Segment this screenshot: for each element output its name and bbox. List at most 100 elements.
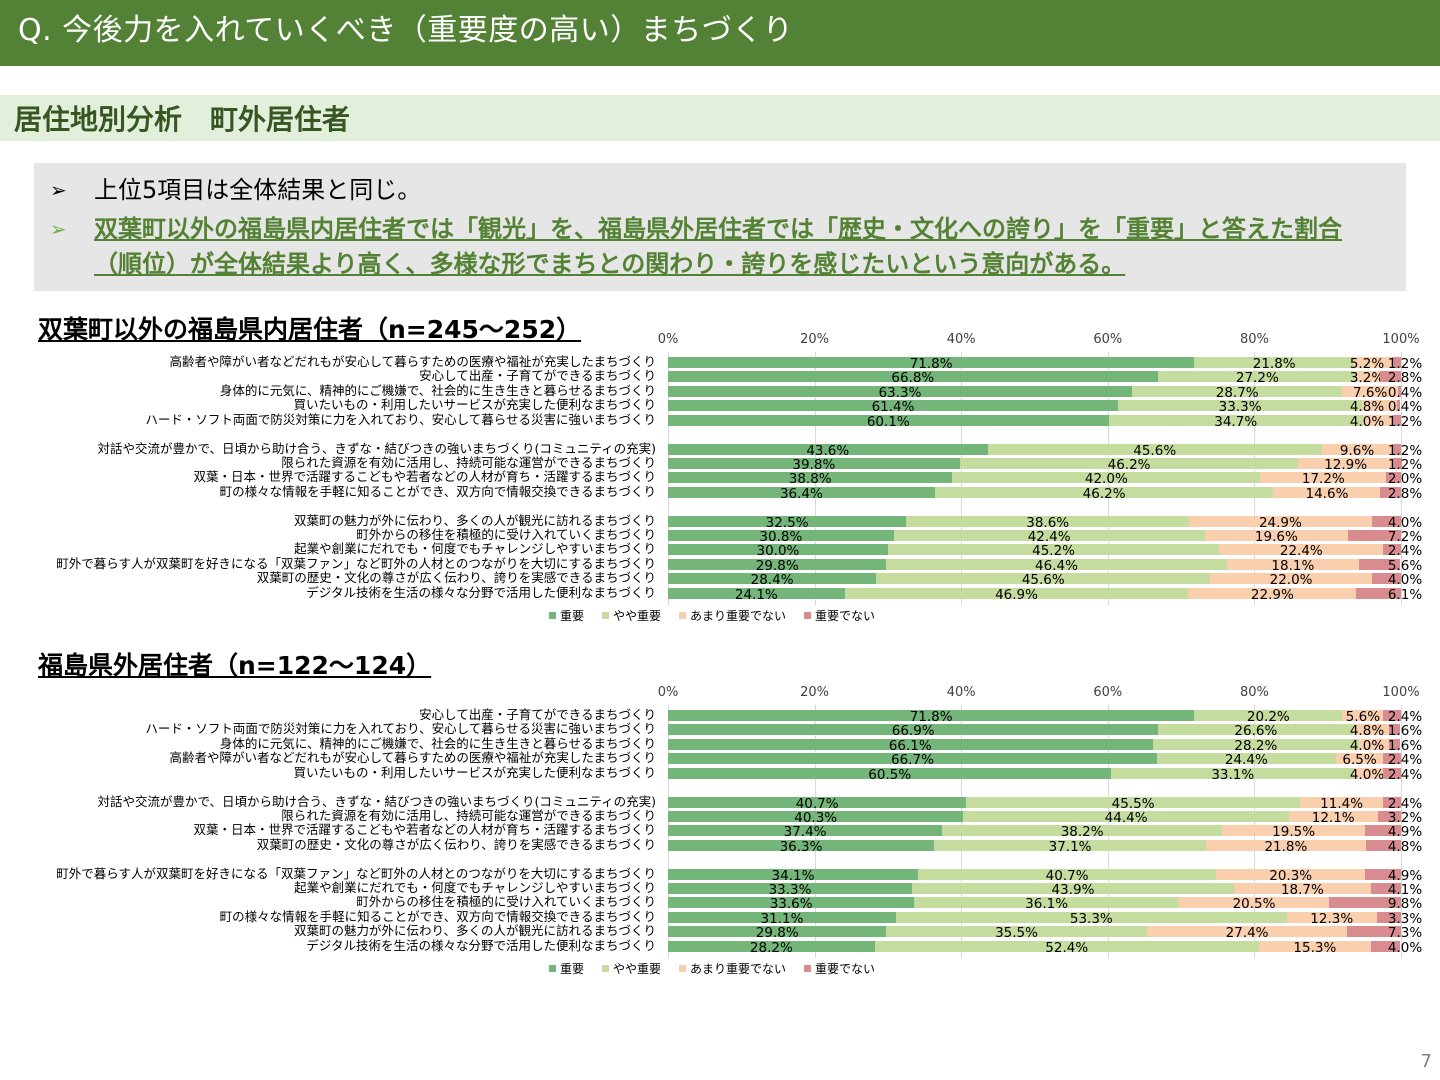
bar-segment-not-very-important (1342, 385, 1399, 397)
category-label: 高齢者や障がい者などだれもが安心して暮らすための医療や福祉が充実したまちづくり (169, 354, 656, 369)
bar-segment-not-very-important (1260, 472, 1387, 484)
bar-segment-important (668, 587, 845, 599)
legend-item: やや重要 (602, 960, 661, 977)
question-header: Q. 今後力を入れていくべき（重要度の高い）まちづくり (0, 0, 1440, 66)
data-label: 21.8% (1264, 838, 1308, 855)
chart-legend: 重要 やや重要 あまり重要でない 重要でない (549, 607, 875, 624)
bar-segment-somewhat-important (963, 810, 1289, 822)
legend-swatch-somewhat-important (602, 612, 610, 619)
data-label: 5.2% (1349, 356, 1385, 372)
bar-segment-not-very-important (1233, 883, 1371, 894)
data-label: 4.0% (1349, 737, 1385, 754)
bar-segment-important (668, 472, 953, 484)
bar-segment-not-important (1386, 472, 1401, 484)
summary-text: 上位5項目は全体結果と同じ。 (94, 176, 422, 204)
gridline (1401, 705, 1402, 958)
bar-segment-somewhat-important (942, 825, 1223, 837)
data-label: 20.3% (1269, 867, 1313, 884)
legend-label: やや重要 (613, 609, 662, 623)
bar-segment-important (668, 767, 1112, 779)
data-label: 24.1% (734, 586, 778, 603)
bar-segment-important (668, 825, 943, 837)
bar-segment-somewhat-important (887, 544, 1220, 556)
bar-segment-important (668, 738, 1153, 750)
bar-segment-not-important (1365, 839, 1401, 851)
gridline (1401, 352, 1402, 605)
data-label: 35.5% (995, 925, 1038, 942)
data-label: 45.2% (1032, 543, 1075, 560)
data-label: 7.3% (1387, 925, 1423, 942)
data-label: 4.0% (1387, 939, 1423, 956)
bar-segment-not-very-important (1298, 457, 1393, 469)
bar-segment-important (668, 911, 896, 923)
bar-segment-not-important (1388, 724, 1401, 736)
bar-segment-not-important (1383, 710, 1401, 721)
bar-segment-important (668, 457, 960, 469)
bar-segment-important (668, 753, 1157, 765)
data-label: 53.3% (1069, 910, 1113, 927)
data-label: 11.4% (1320, 795, 1364, 812)
x-tick-label: 0% (657, 685, 679, 700)
bar-segment-important (668, 414, 1109, 426)
bar-segment-somewhat-important (912, 883, 1234, 894)
data-label: 34.1% (771, 867, 815, 884)
x-tick-label: 100% (1382, 685, 1420, 700)
data-label: 46.2% (1082, 485, 1126, 502)
bar-segment-not-very-important (1299, 796, 1384, 808)
legend-swatch-important (549, 965, 556, 972)
category-label: ハード・ソフト両面で防災対策に力を入れており、安心して暮らせる災害に強いまちづく… (145, 721, 656, 737)
bar-segment-not-very-important (1273, 486, 1381, 498)
bar-segment-not-important (1392, 457, 1402, 469)
bar-segment-somewhat-important (934, 486, 1274, 498)
data-label: 28.7% (1215, 384, 1259, 401)
bar-segment-not-important (1370, 883, 1401, 894)
bar-segment-important (668, 839, 935, 851)
bar-segment-important (668, 724, 1159, 736)
data-label: 4.8% (1349, 399, 1385, 416)
data-label: 1.2% (1387, 356, 1423, 372)
data-label: 4.0% (1387, 572, 1423, 589)
bar-segment-not-important (1370, 940, 1401, 952)
bar-segment-not-important (1392, 443, 1401, 455)
data-label: 3.3% (1387, 910, 1423, 927)
data-label: 1.2% (1387, 456, 1423, 473)
bar-segment-not-very-important (1204, 530, 1349, 541)
data-label: 46.2% (1107, 456, 1151, 473)
bar-segment-important (668, 868, 918, 880)
bar-segment-somewhat-important (1156, 753, 1336, 765)
bar-segment-not-important (1383, 796, 1401, 808)
data-label: 52.4% (1045, 939, 1089, 956)
bar-segment-not-very-important (1178, 897, 1330, 909)
data-label: 4.9% (1387, 867, 1423, 884)
bar-segment-not-very-important (1362, 414, 1393, 426)
data-label: 9.6% (1339, 442, 1375, 459)
bar-segment-not-very-important (1354, 357, 1393, 368)
data-label: 5.6% (1345, 709, 1381, 725)
bar-segment-not-important (1365, 868, 1401, 880)
bar-segment-somewhat-important (1111, 767, 1355, 779)
bar-segment-not-important (1383, 767, 1401, 779)
data-label: 30.0% (756, 543, 800, 560)
bar-segment-somewhat-important (893, 530, 1205, 541)
bar-segment-somewhat-important (934, 839, 1207, 851)
bar-segment-not-important (1398, 385, 1401, 397)
data-label: 15.3% (1293, 939, 1337, 956)
category-label: 身体的に元気に、精神的にご機嫌で、社会的に生き生きと暮らせるまちづくり (219, 735, 656, 751)
legend-swatch-not-important (804, 612, 812, 619)
bar-segment-somewhat-important (952, 472, 1261, 484)
data-label: 40.7% (1045, 867, 1089, 884)
bar-segment-important (668, 558, 887, 570)
data-label: 66.7% (891, 752, 934, 769)
bar-segment-important (668, 573, 877, 585)
bar-segment-somewhat-important (1194, 710, 1343, 721)
bar-segment-somewhat-important (844, 587, 1189, 599)
section-title: 居住地別分析 町外居住者 (14, 103, 351, 136)
data-label: 18.7% (1280, 882, 1324, 898)
legend-swatch-not-very-important (679, 965, 687, 972)
x-tick-label: 80% (1239, 685, 1269, 700)
bar-segment-not-very-important (1210, 573, 1372, 585)
question-title: Q. 今後力を入れていくべき（重要度の高い）まちづくり (18, 13, 794, 48)
data-label: 40.3% (794, 809, 838, 826)
data-label: 21.8% (1252, 356, 1296, 372)
legend-label: 重要でない (815, 609, 876, 623)
